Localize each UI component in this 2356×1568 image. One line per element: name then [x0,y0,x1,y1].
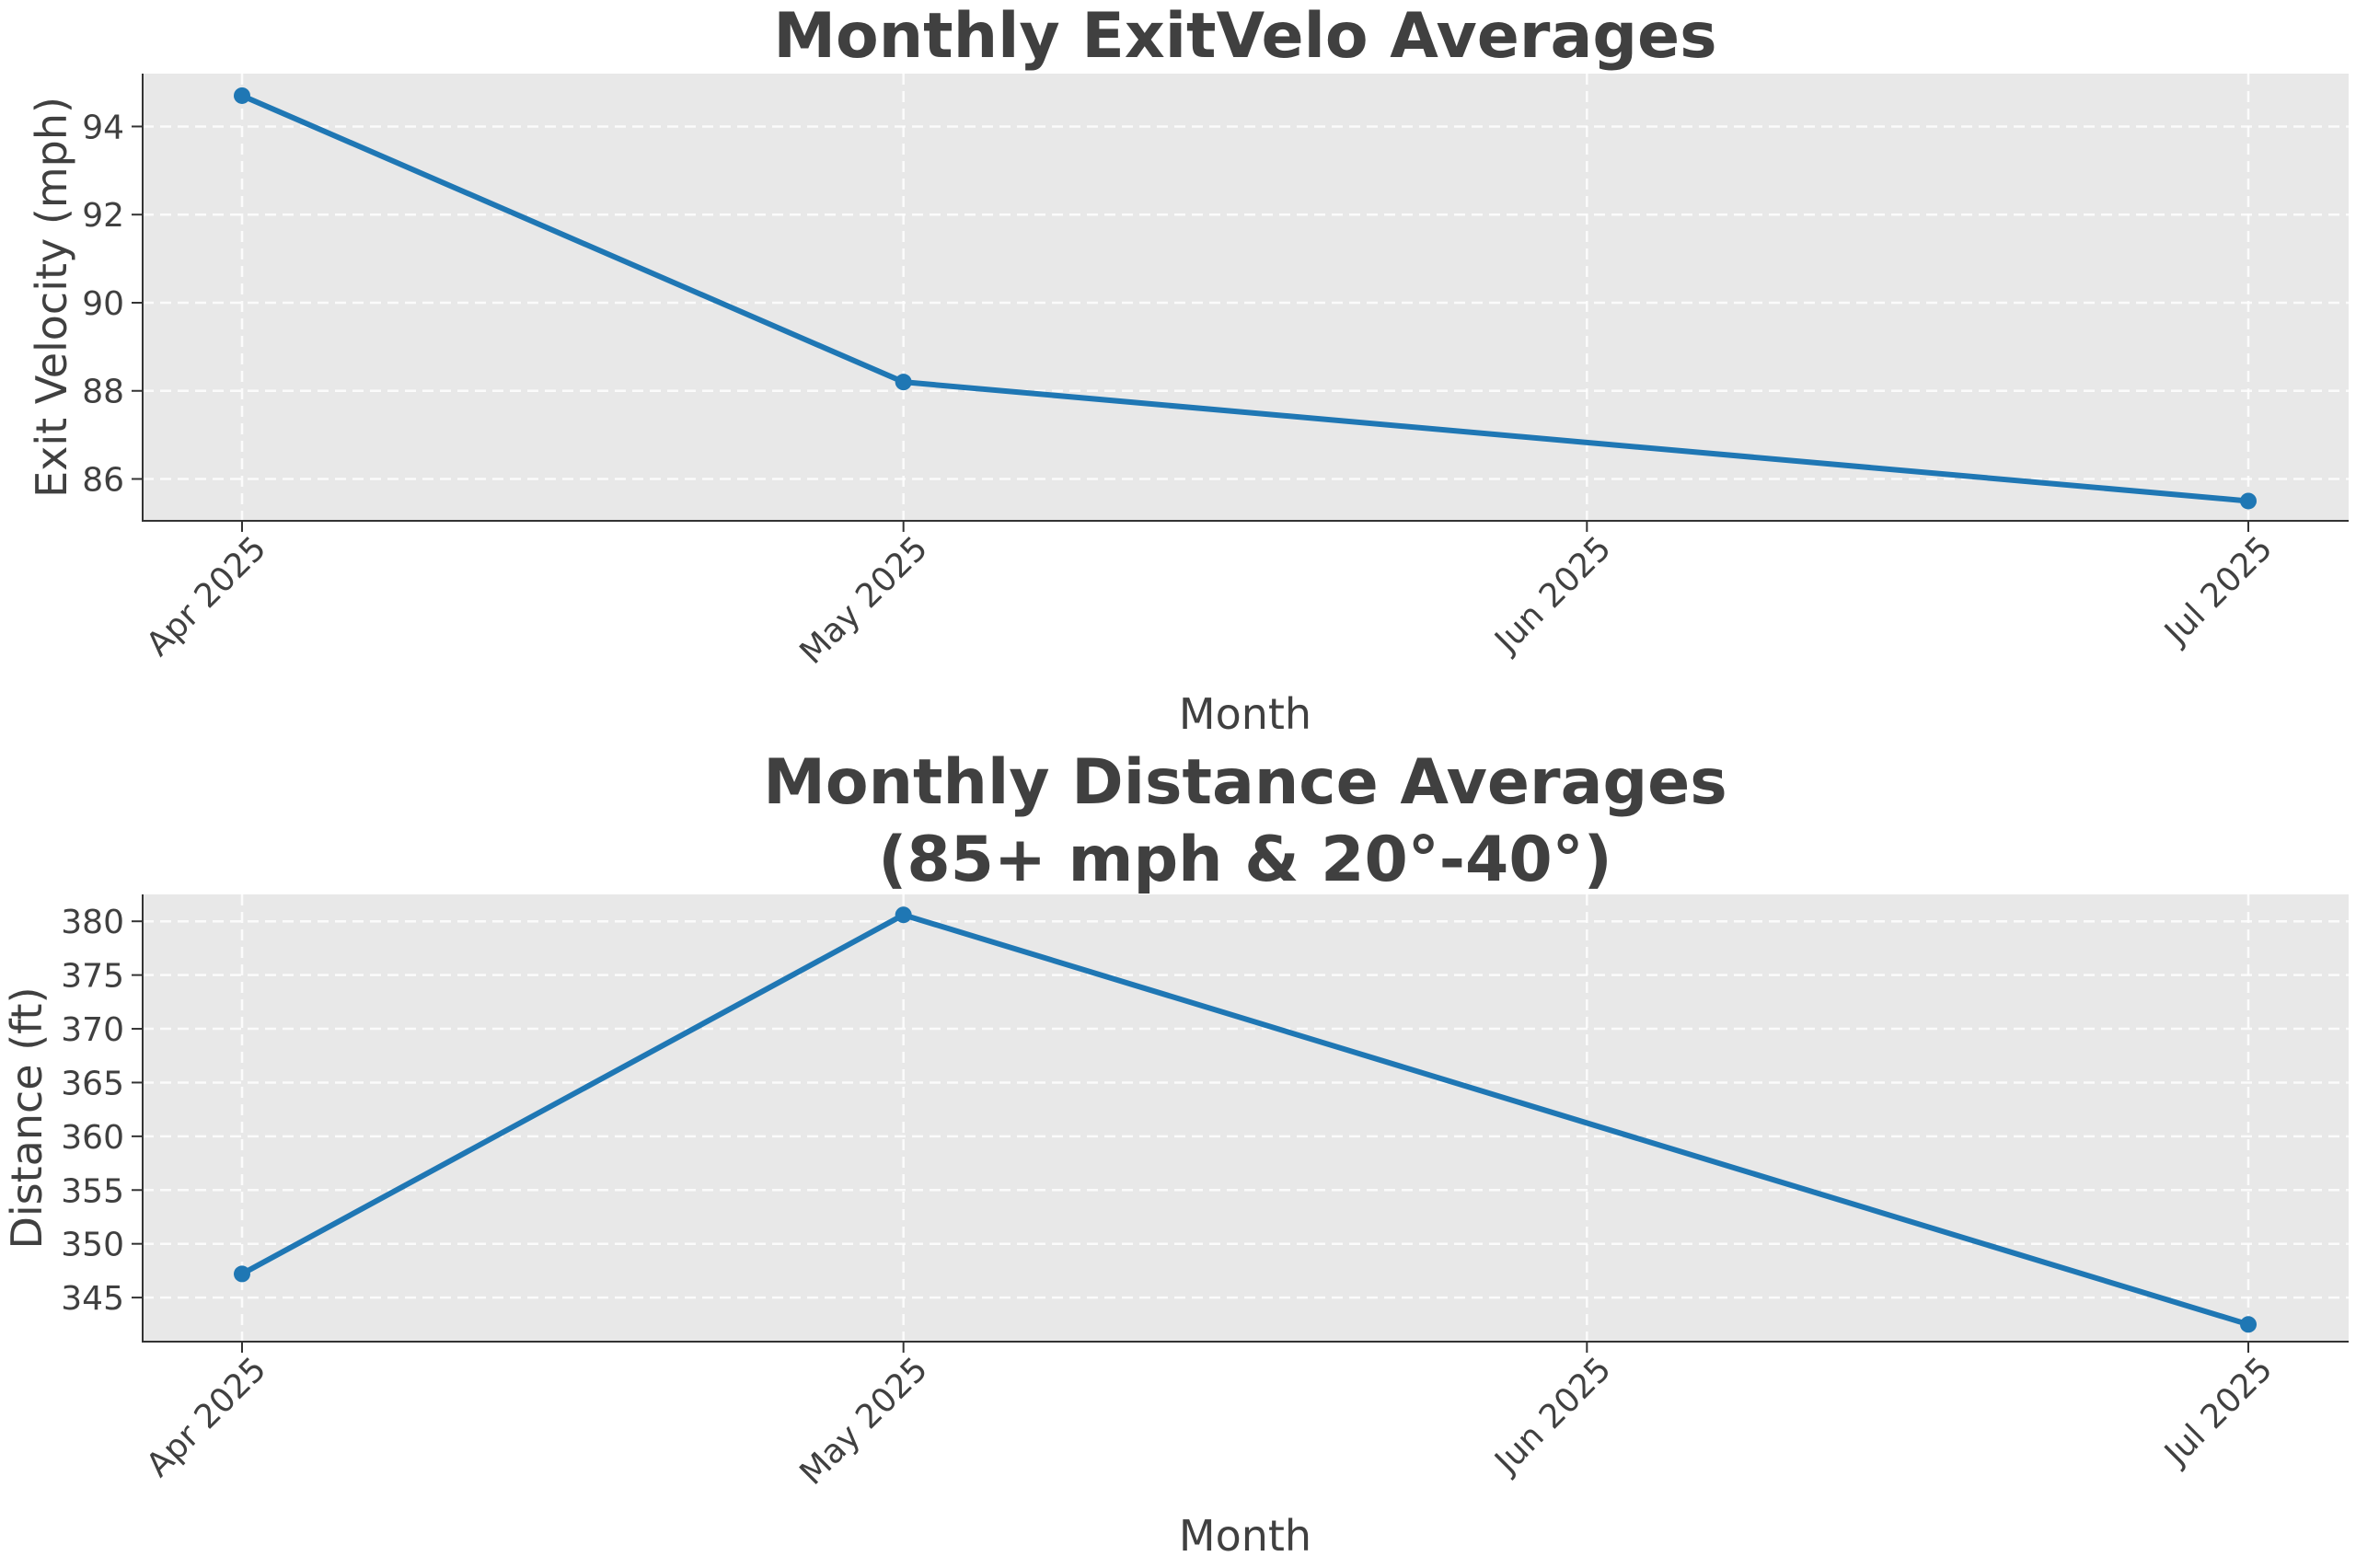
axis-spines [142,74,2349,522]
y-tick-label: 92 [82,197,124,235]
y-tick-label: 345 [61,1280,124,1318]
y-tick-label: 350 [61,1227,124,1264]
y-tick-label: 88 [82,374,124,411]
chart-title: Monthly ExitVelo Averages [773,0,1716,73]
y-tick-label: 355 [61,1172,124,1210]
x-axis-label: Month [1179,1511,1311,1561]
y-tick-label: 365 [61,1065,124,1102]
data-series [234,86,2257,510]
x-tick-label: May 2025 [793,529,936,672]
x-tick-label: Jul 2025 [2156,529,2280,652]
chart-title-line-2: (85+ mph & 20°-40°) [878,824,1612,896]
plot-background [143,74,2349,521]
x-axis-label: Month [1179,689,1311,739]
data-point [895,906,912,924]
axis-spines [142,894,2349,1343]
exit-velocity-chart: Monthly ExitVelo Averages 86 88 90 92 94 Apr… [27,0,2349,739]
chart-title-line-1: Monthly Distance Averages [763,746,1727,819]
x-tick-label: Jul 2025 [2156,1350,2280,1473]
data-series [234,906,2257,1333]
x-tick-label: Jun 2025 [1487,529,1619,661]
data-point [2240,1316,2257,1333]
x-tick-label: May 2025 [793,1350,936,1493]
data-point [895,374,912,391]
data-point [234,1265,250,1283]
x-tick-label: Apr 2025 [139,1350,273,1484]
data-point [2240,492,2257,510]
plot-background [143,894,2349,1342]
y-ticks: 345 350 355 360 365 370 375 380 [61,904,143,1318]
y-tick-label: 370 [61,1011,124,1049]
y-axis-label: Exit Velocity (mph) [27,97,76,498]
y-tick-label: 86 [82,462,124,500]
y-tick-label: 90 [82,285,124,323]
grid [143,894,2349,1342]
y-tick-label: 94 [82,109,124,146]
y-tick-label: 375 [61,958,124,996]
x-tick-label: Jun 2025 [1487,1350,1619,1482]
y-tick-label: 360 [61,1119,124,1157]
distance-chart: Monthly Distance Averages (85+ mph & 20°… [2,746,2349,1561]
x-ticks: Apr 2025 May 2025 Jun 2025 Jul 2025 [139,521,2280,672]
data-point [234,86,250,104]
x-ticks: Apr 2025 May 2025 Jun 2025 Jul 2025 [139,1342,2280,1493]
y-axis-label: Distance (ft) [2,986,52,1249]
x-tick-label: Apr 2025 [139,529,273,663]
y-tick-label: 380 [61,904,124,941]
y-ticks: 86 88 90 92 94 [82,109,143,500]
